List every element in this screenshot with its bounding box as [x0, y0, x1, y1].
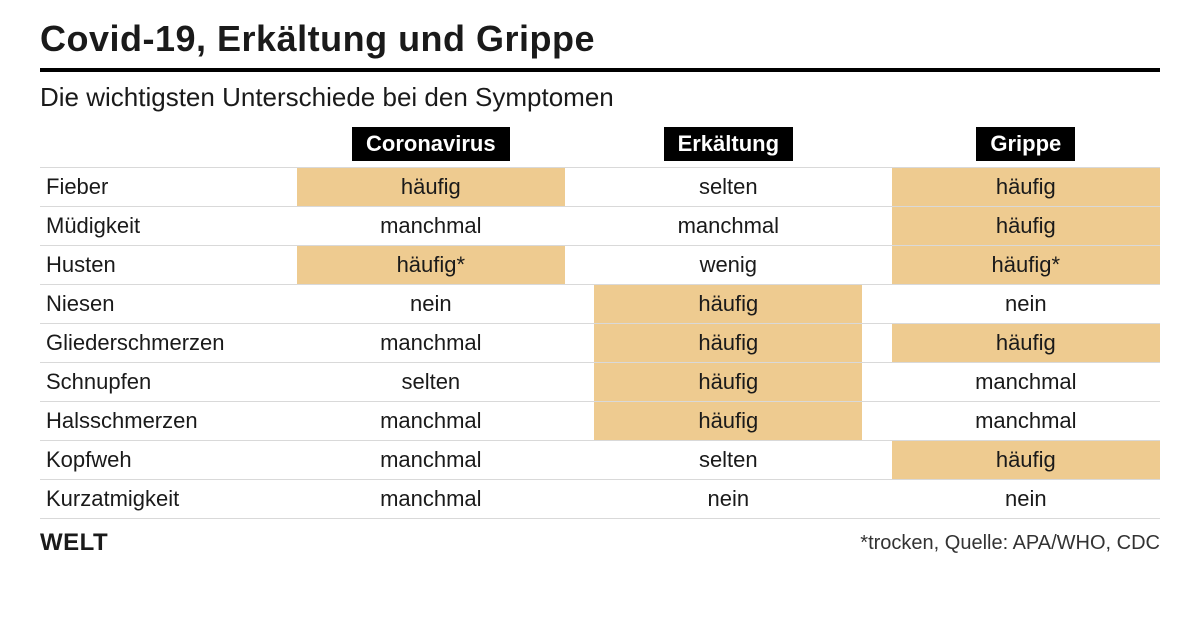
- cell-value: häufig: [594, 285, 862, 324]
- header-gap: [565, 127, 594, 168]
- cell-value: selten: [297, 363, 565, 402]
- table-row: Fieberhäufigseltenhäufig: [40, 168, 1160, 207]
- cell-gap: [565, 441, 594, 480]
- cell-value: manchmal: [892, 363, 1160, 402]
- row-label: Schnupfen: [40, 363, 297, 402]
- cell-gap: [565, 480, 594, 519]
- table-row: Müdigkeitmanchmalmanchmalhäufig: [40, 207, 1160, 246]
- row-label: Fieber: [40, 168, 297, 207]
- col-header-coronavirus: Coronavirus: [297, 127, 565, 168]
- cell-gap: [862, 168, 891, 207]
- symptom-table: Coronavirus Erkältung Grippe Fieberhäufi…: [40, 127, 1160, 519]
- cell-value: häufig*: [892, 246, 1160, 285]
- table-row: Halsschmerzenmanchmalhäufigmanchmal: [40, 402, 1160, 441]
- cell-value: häufig: [892, 168, 1160, 207]
- cell-value: nein: [892, 285, 1160, 324]
- cell-value: nein: [594, 480, 862, 519]
- row-label: Niesen: [40, 285, 297, 324]
- cell-gap: [565, 168, 594, 207]
- table-body: FieberhäufigseltenhäufigMüdigkeitmanchma…: [40, 168, 1160, 519]
- title-rule: [40, 68, 1160, 72]
- cell-gap: [862, 480, 891, 519]
- table-row: Gliederschmerzenmanchmal häufig häufig: [40, 324, 1160, 363]
- header-empty: [40, 127, 297, 168]
- table-row: Hustenhäufig*wenighäufig*: [40, 246, 1160, 285]
- row-label: Müdigkeit: [40, 207, 297, 246]
- page-subtitle: Die wichtigsten Unterschiede bei den Sym…: [40, 82, 1160, 113]
- cell-value: häufig*: [297, 246, 565, 285]
- cell-gap: [862, 441, 891, 480]
- cell-gap: [565, 207, 594, 246]
- cell-value: manchmal: [594, 207, 862, 246]
- cell-gap: [862, 402, 891, 441]
- cell-value: häufig: [594, 324, 862, 363]
- cell-gap: [565, 402, 594, 441]
- col-header-label: Erkältung: [664, 127, 793, 161]
- cell-value: häufig: [594, 363, 862, 402]
- brand-logo: WELT: [40, 529, 108, 557]
- cell-value: selten: [594, 441, 862, 480]
- infographic-container: Covid-19, Erkältung und Grippe Die wicht…: [0, 0, 1200, 557]
- col-header-label: Coronavirus: [352, 127, 510, 161]
- cell-value: häufig: [892, 441, 1160, 480]
- row-label: Husten: [40, 246, 297, 285]
- cell-value: manchmal: [297, 402, 565, 441]
- col-header-erkaeltung: Erkältung: [594, 127, 862, 168]
- header-gap: [862, 127, 891, 168]
- row-label: Gliederschmerzen: [40, 324, 297, 363]
- table-row: Kopfwehmanchmal selten häufig: [40, 441, 1160, 480]
- cell-value: manchmal: [297, 441, 565, 480]
- footer: WELT *trocken, Quelle: APA/WHO, CDC: [40, 529, 1160, 557]
- cell-gap: [862, 285, 891, 324]
- cell-gap: [862, 246, 891, 285]
- table-row: Kurzatmigkeitmanchmal nein nein: [40, 480, 1160, 519]
- source-note: *trocken, Quelle: APA/WHO, CDC: [860, 532, 1160, 555]
- cell-gap: [565, 246, 594, 285]
- cell-gap: [565, 285, 594, 324]
- cell-value: häufig: [297, 168, 565, 207]
- page-title: Covid-19, Erkältung und Grippe: [40, 18, 1160, 60]
- cell-gap: [565, 324, 594, 363]
- table-row: Niesenneinhäufignein: [40, 285, 1160, 324]
- cell-value: manchmal: [297, 207, 565, 246]
- cell-value: wenig: [594, 246, 862, 285]
- cell-value: häufig: [892, 207, 1160, 246]
- col-header-grippe: Grippe: [892, 127, 1160, 168]
- cell-value: häufig: [892, 324, 1160, 363]
- row-label: Halsschmerzen: [40, 402, 297, 441]
- row-label: Kurzatmigkeit: [40, 480, 297, 519]
- cell-value: häufig: [594, 402, 862, 441]
- table-row: Schnupfenselten häufig manchmal: [40, 363, 1160, 402]
- cell-gap: [862, 324, 891, 363]
- cell-gap: [862, 207, 891, 246]
- cell-value: nein: [297, 285, 565, 324]
- cell-value: nein: [892, 480, 1160, 519]
- table-header-row: Coronavirus Erkältung Grippe: [40, 127, 1160, 168]
- cell-value: selten: [594, 168, 862, 207]
- cell-value: manchmal: [297, 324, 565, 363]
- cell-gap: [565, 363, 594, 402]
- cell-gap: [862, 363, 891, 402]
- row-label: Kopfweh: [40, 441, 297, 480]
- col-header-label: Grippe: [976, 127, 1075, 161]
- cell-value: manchmal: [297, 480, 565, 519]
- cell-value: manchmal: [892, 402, 1160, 441]
